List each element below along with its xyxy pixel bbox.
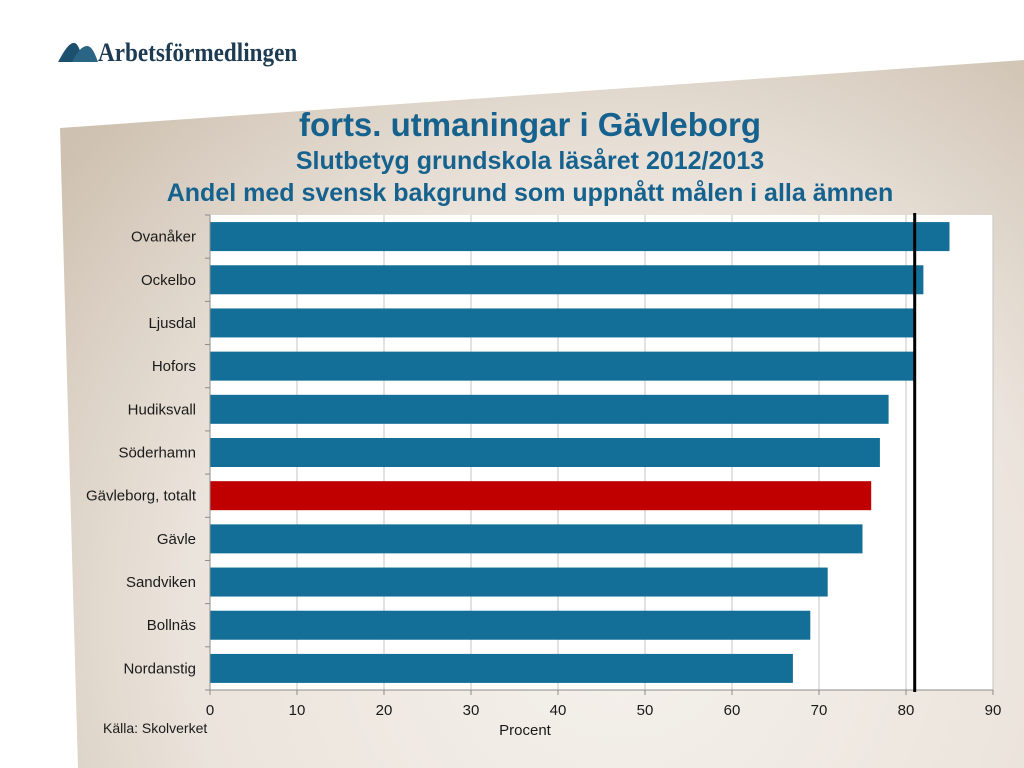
axes [205,214,993,691]
bar-nordanstig [210,653,793,683]
category-label-hofors: Hofors [152,358,196,375]
bar-soderhamn [210,438,880,467]
bar-ovanaker [210,222,950,252]
category-label-nordanstig: Nordanstig [123,660,196,677]
bar-ljusdal [210,308,915,338]
bar-gavle [210,524,863,554]
x-tick-label: 70 [811,702,828,719]
source-note: Källa: Skolverket [103,720,207,736]
x-axis-label: Procent [499,722,552,739]
logo-text: Arbetsförmedlingen [98,38,298,67]
category-label-bollnas: Bollnäs [147,617,196,634]
category-label-soderhamn: Söderhamn [118,445,196,462]
x-tick-label: 10 [289,702,306,719]
arbetsformedlingen-logo-icon [58,42,98,62]
plot: 0 10 20 30 40 50 60 70 80 90 Ovanåker Ockelbo Ljusda… [86,213,1001,719]
x-tick-label: 50 [637,702,654,719]
x-tick-label: 40 [550,702,567,719]
category-label-ljusdal: Ljusdal [148,315,196,332]
slide-title: forts. utmaningar i Gävleborg [298,106,762,143]
category-label-gavleborg-totalt: Gävleborg, totalt [86,488,197,505]
category-label-gavle: Gävle [157,531,196,548]
x-tick-label: 80 [898,702,915,719]
x-tick-label: 20 [376,702,393,719]
category-label-ockelbo: Ockelbo [141,272,196,289]
x-tick-label: 90 [985,702,1002,719]
bar-sandviken [210,567,828,597]
x-tick-label: 30 [463,702,480,719]
category-label-sandviken: Sandviken [126,574,196,591]
bar-gavleborg-totalt [210,481,872,511]
x-tick-label: 60 [724,702,741,719]
x-tick-label: 0 [206,702,214,719]
bar-bollnas [210,610,811,640]
bars [210,222,950,683]
chart-subtitle: Andel med svensk bakgrund som uppnått må… [166,179,894,207]
category-label-hudiksvall: Hudiksvall [128,401,196,418]
bar-hudiksvall [210,394,889,424]
chart-title: Slutbetyg grundskola läsåret 2012/2013 [295,147,765,175]
bar-hofors [210,351,915,381]
bar-ockelbo [210,265,924,295]
category-labels: Ovanåker Ockelbo Ljusdal Hofors Hudiksvall Sö… [86,229,197,678]
category-label-ovanaker: Ovanåker [131,229,196,246]
